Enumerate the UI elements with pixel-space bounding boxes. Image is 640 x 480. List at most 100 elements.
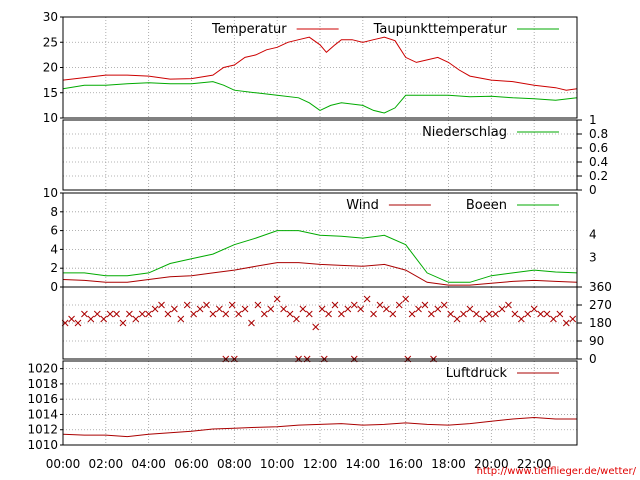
- x-tick-label: 04:00: [131, 457, 166, 471]
- scatter-point: [517, 315, 525, 323]
- x-tick-label: 00:00: [46, 457, 81, 471]
- scatter-point: [74, 319, 82, 327]
- scatter-point: [190, 310, 197, 318]
- scatter-point: [370, 310, 377, 318]
- y-tick-label: 0: [589, 183, 597, 197]
- y-tick-right-label: 3: [589, 250, 597, 264]
- y-tick-label: 0: [50, 280, 58, 294]
- scatter-point: [318, 305, 326, 313]
- scatter-point: [415, 305, 422, 313]
- scatter-point: [312, 323, 320, 331]
- y-tick-right-label: 4: [589, 227, 597, 241]
- scatter-point: [357, 305, 365, 313]
- scatter-point: [453, 315, 461, 323]
- y-tick-label: 15: [43, 86, 58, 100]
- scatter-point: [68, 315, 75, 323]
- scatter-point: [235, 310, 242, 318]
- x-tick-label: 20:00: [474, 457, 509, 471]
- scatter-point: [466, 305, 474, 313]
- scatter-point: [164, 310, 172, 318]
- scatter-point: [472, 310, 480, 318]
- scatter-point: [126, 310, 133, 318]
- y-tick-label: 1016: [27, 392, 58, 406]
- y-tick-label: 1014: [27, 407, 58, 421]
- scatter-point: [428, 310, 435, 318]
- y-tick-label: 180: [589, 316, 612, 330]
- y-tick-label: 1012: [27, 423, 58, 437]
- legend-label: Taupunkttemperatur: [373, 22, 508, 37]
- legend-label: Boeen: [466, 198, 507, 213]
- x-tick-label: 12:00: [303, 457, 338, 471]
- scatter-point: [402, 295, 410, 303]
- scatter-point: [485, 310, 493, 318]
- scatter-point: [228, 301, 236, 309]
- legend-label: Temperatur: [211, 22, 287, 37]
- grid-layer: [63, 17, 577, 445]
- scatter-point: [171, 305, 178, 313]
- y-tick-label: 6: [50, 224, 58, 238]
- scatter-point: [440, 301, 448, 309]
- scatter-point: [376, 301, 384, 309]
- scatter-point: [299, 305, 307, 313]
- scatter-point: [151, 305, 159, 313]
- y-tick-label: 25: [43, 35, 58, 49]
- scatter-point: [363, 295, 371, 303]
- legend-label: Wind: [346, 198, 379, 213]
- scatter-point: [280, 305, 287, 313]
- y-tick-label: 0: [589, 352, 597, 366]
- footer-url-link[interactable]: http://www.tiefflieger.de/wetter/: [477, 466, 637, 477]
- x-tick-label: 22:00: [517, 457, 552, 471]
- scatter-point: [524, 310, 532, 318]
- y-tick-label: 0.4: [589, 155, 608, 169]
- series-line-p4-0: [62, 416, 577, 438]
- scatter-point: [248, 319, 255, 327]
- y-tick-label: 20: [43, 61, 58, 75]
- scatter-point: [119, 319, 127, 327]
- y-tick-label: 10: [43, 186, 58, 200]
- scatter-point: [389, 310, 397, 318]
- scatter-point: [100, 315, 108, 323]
- series-line-p0-0: [62, 36, 578, 91]
- scatter-point: [325, 310, 332, 318]
- y-tick-label: 0.8: [589, 127, 608, 141]
- panel-frame-1: [62, 119, 578, 191]
- y-tick-label: 0.6: [589, 141, 608, 155]
- scatter-point: [344, 305, 352, 313]
- scatter-point: [460, 310, 467, 318]
- y-tick-label: 1020: [27, 362, 58, 376]
- scatter-point: [447, 310, 454, 318]
- y-tick-label: 2: [50, 261, 58, 275]
- scatter-point: [260, 310, 268, 318]
- y-tick-label: 0.2: [589, 169, 608, 183]
- y-tick-label: 8: [50, 205, 58, 219]
- scatter-point: [498, 305, 506, 313]
- legend-label: Niederschlag: [422, 125, 507, 140]
- series-line-p2-0: [62, 262, 578, 286]
- panel-frames: [62, 16, 578, 446]
- series-line-p0-1: [62, 81, 578, 114]
- x-tick-label: 06:00: [174, 457, 209, 471]
- scatter-point: [492, 310, 499, 318]
- x-tick-label: 10:00: [260, 457, 295, 471]
- scatter-point: [293, 315, 300, 323]
- scatter-point: [132, 315, 140, 323]
- legend-layer: Taupunkttemperatur Temperatur Niederschlag…: [211, 22, 559, 381]
- y-tick-label: 1: [589, 113, 597, 127]
- scatter-point: [254, 301, 262, 309]
- scatter-point: [158, 301, 165, 309]
- scatter-point: [556, 310, 564, 318]
- scatter-point: [196, 305, 204, 313]
- scatter-point: [183, 301, 191, 309]
- series-line-p2-1: [63, 230, 578, 283]
- scatter-point: [511, 310, 519, 318]
- scatter-point: [395, 301, 403, 309]
- legend-label: Luftdruck: [446, 366, 508, 381]
- scatter-point: [215, 305, 223, 313]
- scatter-point: [273, 295, 281, 303]
- scatter-point: [106, 310, 114, 318]
- scatter-point: [203, 301, 210, 309]
- series-layer: [61, 36, 578, 438]
- scatter-point: [421, 301, 429, 309]
- scatter-point: [209, 310, 217, 318]
